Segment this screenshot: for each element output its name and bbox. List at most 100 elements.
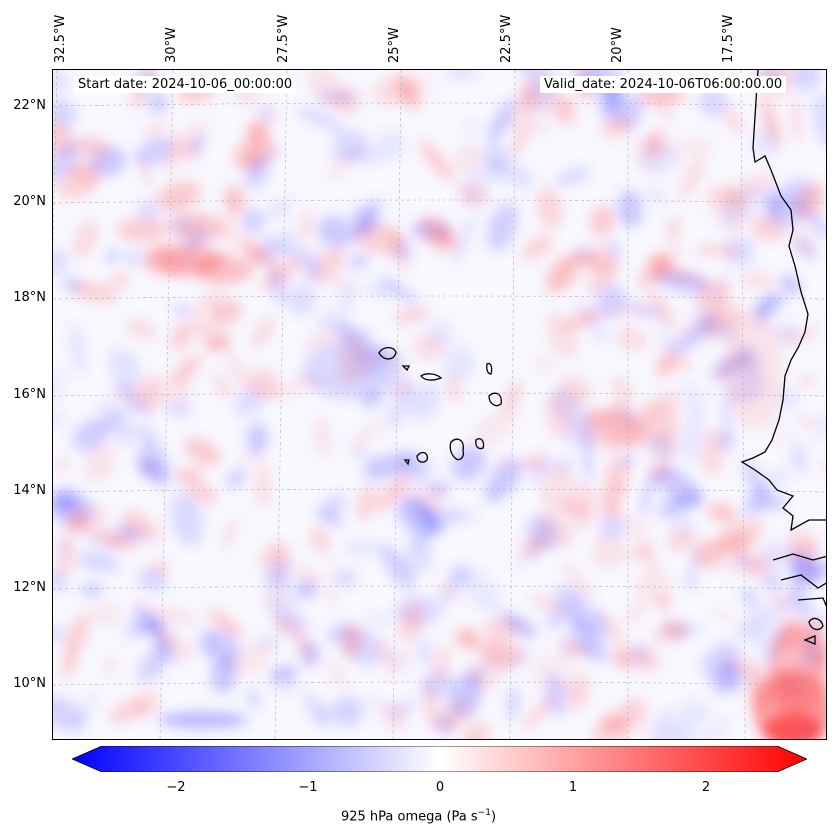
omega-feature bbox=[303, 340, 403, 400]
omega-blob bbox=[531, 595, 567, 615]
omega-blob bbox=[447, 70, 477, 80]
omega-blob bbox=[102, 657, 119, 674]
omega-blob bbox=[587, 243, 614, 274]
colorbar-tick-neg1: −1 bbox=[298, 780, 318, 795]
gridline-lat-12 bbox=[53, 585, 826, 590]
omega-blob bbox=[105, 248, 120, 264]
omega-blob bbox=[62, 508, 87, 535]
gridline-lon-22-5 bbox=[509, 70, 516, 739]
omega-blob bbox=[156, 180, 201, 212]
map-panel[interactable] bbox=[52, 69, 827, 740]
lon-label-22-5: 22.5°W bbox=[499, 14, 514, 63]
omega-blob bbox=[547, 613, 563, 628]
omega-feature bbox=[583, 410, 643, 450]
omega-blob bbox=[184, 476, 218, 506]
omega-blob bbox=[71, 281, 118, 303]
lon-label-17-5: 17.5°W bbox=[721, 14, 736, 63]
omega-blob bbox=[642, 562, 673, 604]
omega-blob bbox=[782, 586, 797, 612]
omega-blob bbox=[458, 183, 488, 207]
omega-feature bbox=[723, 310, 783, 430]
omega-blob bbox=[705, 191, 747, 225]
omega-blob bbox=[412, 334, 445, 361]
omega-blob bbox=[146, 605, 200, 626]
omega-feature bbox=[158, 712, 248, 728]
omega-blob bbox=[328, 151, 385, 163]
omega-blob bbox=[629, 299, 653, 318]
omega-blob bbox=[772, 321, 800, 344]
omega-feature bbox=[768, 620, 826, 720]
omega-blob bbox=[448, 565, 470, 589]
omega-blob bbox=[73, 220, 98, 259]
omega-blob bbox=[111, 273, 128, 289]
omega-blob bbox=[53, 696, 84, 731]
omega-blob bbox=[452, 625, 476, 646]
omega-blob bbox=[399, 451, 431, 483]
omega-blob bbox=[634, 581, 645, 595]
omega-blob bbox=[819, 459, 826, 474]
omega-blob bbox=[711, 608, 737, 624]
lat-label-20: 20°N bbox=[13, 194, 46, 209]
lon-label-25: 25°W bbox=[387, 27, 402, 63]
graticule bbox=[53, 70, 826, 739]
sao-vicente bbox=[401, 365, 411, 372]
omega-blob bbox=[88, 602, 124, 627]
omega-blob bbox=[271, 570, 284, 582]
omega-blob bbox=[673, 720, 695, 739]
lat-label-14: 14°N bbox=[13, 483, 46, 498]
omega-blob bbox=[55, 456, 69, 472]
omega-blob bbox=[798, 416, 815, 428]
omega-blob bbox=[53, 371, 64, 406]
omega-blob bbox=[190, 131, 204, 157]
guinea-coast bbox=[797, 597, 826, 607]
omega-blob bbox=[188, 289, 223, 320]
omega-blob bbox=[421, 670, 453, 700]
omega-blob bbox=[262, 101, 279, 121]
omega-blob bbox=[169, 321, 194, 351]
omega-blob bbox=[332, 696, 364, 727]
omega-blob bbox=[169, 637, 194, 663]
omega-blob bbox=[521, 694, 558, 730]
omega-blob bbox=[259, 256, 305, 290]
omega-blob bbox=[387, 646, 408, 673]
omega-blob bbox=[53, 537, 70, 553]
omega-blob bbox=[339, 624, 364, 658]
omega-blob bbox=[376, 474, 410, 512]
lon-label-20: 20°W bbox=[610, 27, 625, 63]
omega-blob bbox=[133, 689, 161, 717]
omega-blob bbox=[345, 417, 384, 455]
colorbar-title-text: 925 hPa omega (Pa s bbox=[340, 809, 478, 825]
omega-blob bbox=[344, 541, 378, 556]
omega-blob bbox=[196, 627, 216, 659]
colorbar-tick-neg2: −2 bbox=[166, 780, 186, 795]
omega-blob bbox=[452, 214, 475, 266]
omega-blob bbox=[275, 616, 294, 634]
omega-blob bbox=[53, 248, 69, 276]
omega-blob bbox=[242, 208, 265, 233]
omega-blob bbox=[205, 337, 228, 352]
omega-blob bbox=[301, 260, 322, 282]
omega-blob bbox=[610, 117, 631, 132]
omega-blob bbox=[333, 569, 358, 588]
omega-blob bbox=[798, 373, 817, 388]
omega-blob bbox=[554, 251, 594, 288]
omega-blob bbox=[237, 449, 267, 463]
omega-blob bbox=[53, 141, 81, 182]
omega-blob bbox=[753, 493, 787, 511]
lat-label-16: 16°N bbox=[13, 387, 46, 402]
omega-blob bbox=[493, 451, 511, 471]
santiago bbox=[449, 438, 465, 461]
omega-blob bbox=[53, 70, 69, 94]
omega-blob bbox=[624, 593, 650, 627]
omega-blob bbox=[657, 389, 679, 444]
colorbar-tick-0: 0 bbox=[435, 780, 445, 795]
omega-blob bbox=[133, 604, 165, 632]
sao-nicolau bbox=[420, 373, 443, 381]
gridline-lat-20 bbox=[53, 199, 826, 204]
gridline-lat-14 bbox=[53, 488, 826, 493]
omega-blob bbox=[462, 722, 491, 739]
omega-blob bbox=[521, 234, 553, 261]
omega-blob bbox=[221, 517, 238, 550]
coastlines bbox=[378, 70, 826, 645]
omega-blob bbox=[127, 318, 155, 340]
